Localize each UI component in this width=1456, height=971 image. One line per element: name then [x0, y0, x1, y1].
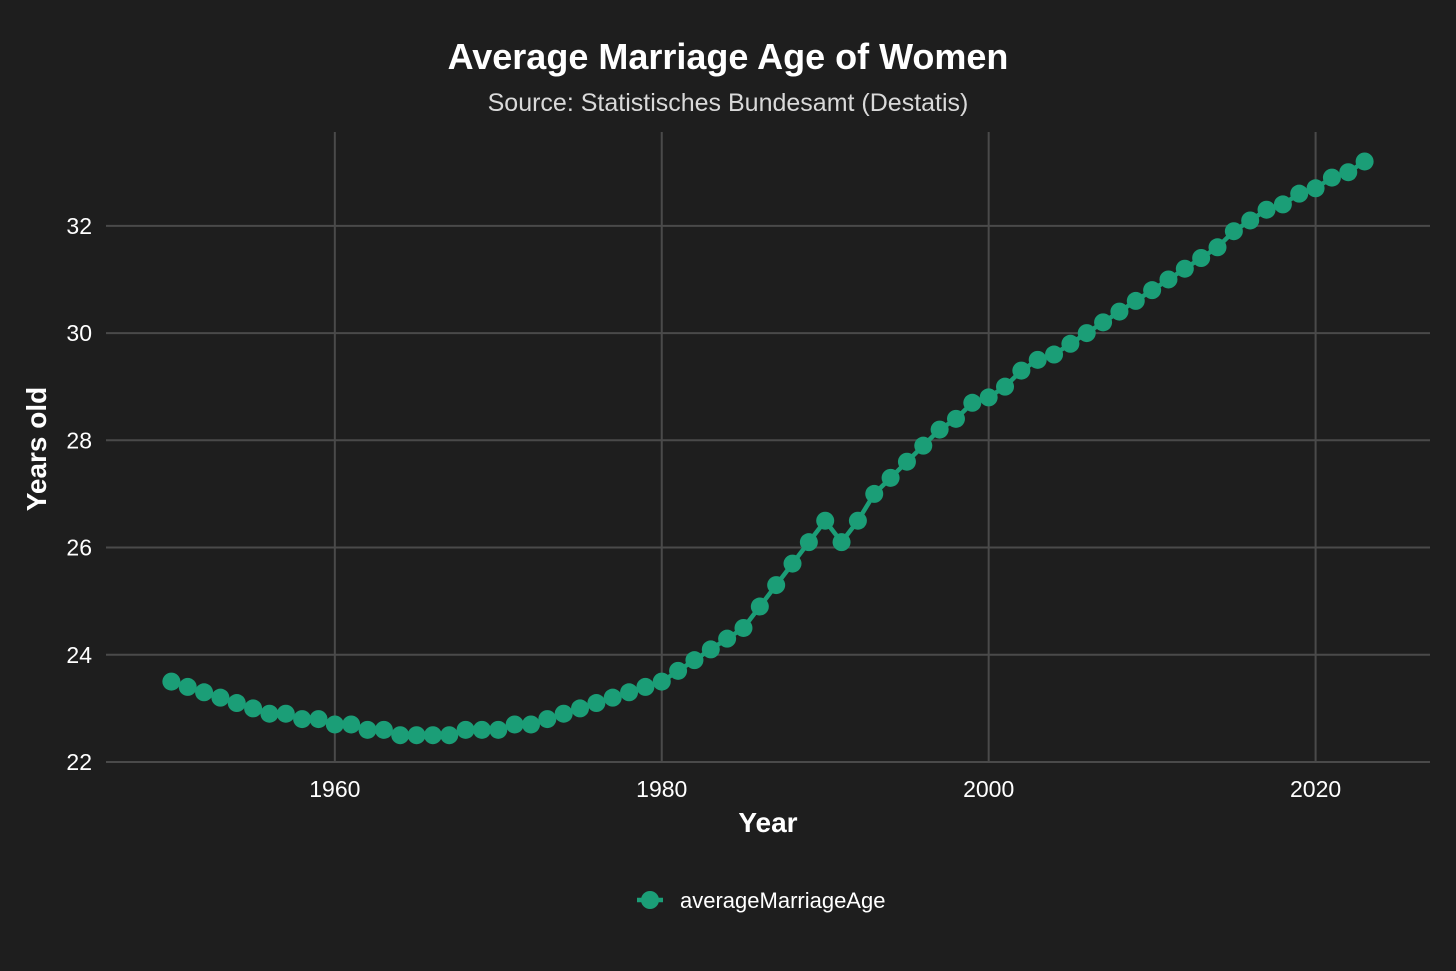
- data-point-1993: [865, 484, 884, 503]
- vertical-gridlines: [333, 132, 1317, 762]
- chart-title: Average Marriage Age of Women: [448, 36, 1009, 77]
- data-point-1957: [276, 704, 295, 723]
- data-point-1985: [734, 618, 753, 637]
- data-point-2020: [1306, 179, 1325, 198]
- y-axis-title: Years old: [21, 387, 52, 512]
- legend-dot-swatch: [641, 891, 659, 909]
- data-point-1998: [946, 409, 965, 428]
- data-point-2018: [1273, 195, 1292, 214]
- data-point-2003: [1028, 350, 1047, 369]
- data-point-1981: [669, 661, 688, 680]
- data-point-1992: [848, 511, 867, 530]
- data-point-1970: [489, 720, 508, 739]
- data-point-1987: [767, 576, 786, 595]
- data-point-1955: [244, 699, 263, 718]
- data-point-2008: [1110, 302, 1129, 321]
- y-tick-label-22: 22: [66, 749, 92, 775]
- data-point-1953: [211, 688, 230, 707]
- data-point-1995: [897, 452, 916, 471]
- y-tick-label-32: 32: [66, 213, 92, 239]
- data-point-2005: [1061, 334, 1080, 353]
- data-point-2023: [1355, 152, 1374, 171]
- data-point-1969: [472, 720, 491, 739]
- data-point-2014: [1208, 238, 1227, 257]
- data-point-1994: [881, 468, 900, 487]
- data-point-1956: [260, 704, 279, 723]
- legend-label: averageMarriageAge: [680, 888, 885, 913]
- data-point-1996: [914, 436, 933, 455]
- data-point-1976: [587, 694, 606, 713]
- data-point-1973: [538, 710, 557, 729]
- data-point-1999: [963, 393, 982, 412]
- data-point-2021: [1322, 168, 1341, 187]
- x-tick-label-1980: 1980: [636, 776, 687, 802]
- data-point-1972: [521, 715, 540, 734]
- data-point-1952: [195, 683, 214, 702]
- data-point-2015: [1224, 222, 1243, 241]
- data-point-1997: [930, 420, 949, 439]
- data-point-2019: [1290, 184, 1309, 203]
- data-point-1974: [554, 704, 573, 723]
- data-point-2012: [1175, 259, 1194, 278]
- data-point-1979: [636, 677, 655, 696]
- data-point-1961: [342, 715, 361, 734]
- data-point-1963: [374, 720, 393, 739]
- data-point-2017: [1257, 200, 1276, 219]
- data-point-1983: [701, 640, 720, 659]
- x-axis-title: Year: [738, 807, 797, 838]
- y-axis-ticks: 22 24 26 28 30 32: [66, 213, 92, 775]
- data-point-1977: [603, 688, 622, 707]
- data-point-2011: [1159, 270, 1178, 289]
- data-point-2000: [979, 388, 998, 407]
- data-point-2001: [996, 377, 1015, 396]
- data-point-1964: [391, 726, 410, 745]
- data-point-1986: [750, 597, 769, 616]
- data-point-1954: [227, 694, 246, 713]
- legend: averageMarriageAge: [637, 888, 885, 913]
- data-point-2004: [1045, 345, 1064, 364]
- data-point-1965: [407, 726, 426, 745]
- data-point-1950: [162, 672, 181, 691]
- chart-subtitle: Source: Statistisches Bundesamt (Destati…: [488, 89, 969, 117]
- data-point-1971: [505, 715, 524, 734]
- x-tick-label-1960: 1960: [309, 776, 360, 802]
- data-point-2002: [1012, 361, 1031, 380]
- data-point-2006: [1077, 324, 1096, 343]
- data-point-1968: [456, 720, 475, 739]
- data-point-1984: [718, 629, 737, 648]
- data-point-1988: [783, 554, 802, 573]
- data-point-1978: [620, 683, 639, 702]
- data-point-1966: [423, 726, 442, 745]
- data-point-2009: [1126, 291, 1145, 310]
- data-point-2007: [1094, 313, 1113, 332]
- data-point-1991: [832, 533, 851, 552]
- data-point-1967: [440, 726, 459, 745]
- data-point-2013: [1192, 249, 1211, 267]
- y-tick-label-30: 30: [66, 320, 92, 346]
- data-point-1959: [309, 710, 328, 729]
- data-point-1962: [358, 720, 377, 739]
- data-point-2016: [1241, 211, 1260, 230]
- y-tick-label-26: 26: [66, 535, 92, 561]
- data-point-1960: [325, 715, 344, 734]
- series-layer: [162, 152, 1374, 745]
- data-point-2010: [1143, 281, 1162, 300]
- x-tick-label-2000: 2000: [963, 776, 1014, 802]
- data-point-1989: [799, 533, 818, 552]
- data-point-1990: [816, 511, 835, 530]
- x-tick-label-2020: 2020: [1290, 776, 1341, 802]
- data-point-1958: [293, 710, 312, 729]
- y-tick-label-24: 24: [66, 642, 92, 668]
- data-point-1975: [571, 699, 590, 718]
- data-point-1980: [652, 672, 671, 691]
- x-axis-ticks: 1960 1980 2000 2020: [309, 776, 1341, 802]
- data-point-1951: [178, 677, 197, 696]
- data-point-2022: [1339, 163, 1358, 182]
- y-tick-label-28: 28: [66, 427, 92, 453]
- data-point-1982: [685, 651, 704, 670]
